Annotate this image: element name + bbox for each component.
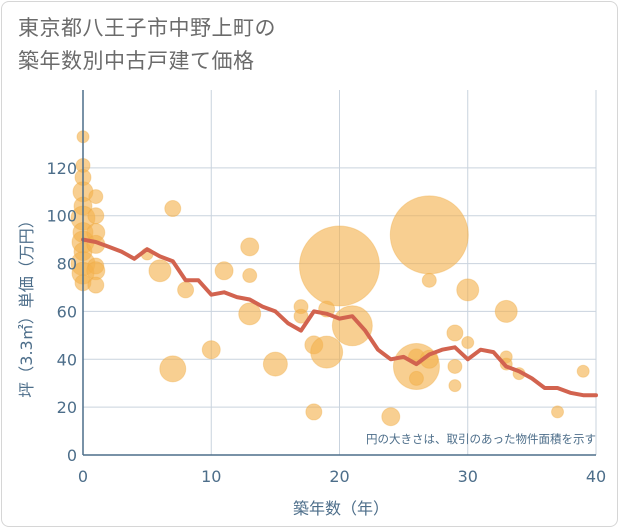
data-bubble (164, 200, 182, 218)
data-bubble (240, 237, 260, 257)
chart-title: 東京都八王子市中野上町の 築年数別中古戸建て価格 (18, 12, 276, 78)
data-bubble (576, 364, 590, 378)
trend-line (81, 237, 598, 398)
data-bubble (456, 278, 480, 302)
data-bubble (238, 302, 262, 326)
data-bubble (305, 403, 323, 421)
data-bubble (293, 308, 309, 324)
x-axis-label: 築年数（年） (293, 499, 389, 518)
y-axis-label: 坪（3.3㎡）単価（万円） (17, 212, 36, 397)
data-bubble (381, 407, 401, 427)
size-annotation: 円の大きさは、取引のあった物件面積を示す (366, 432, 596, 446)
data-bubble (201, 340, 221, 360)
title-line-1: 東京都八王子市中野上町の (18, 16, 276, 40)
x-tick-label: 20 (329, 467, 349, 486)
data-bubble (214, 261, 234, 281)
data-bubble (88, 189, 104, 205)
data-bubble (310, 335, 344, 369)
data-bubble (494, 299, 518, 323)
data-bubble (299, 225, 380, 307)
data-bubble (421, 272, 437, 288)
data-bubble (87, 207, 105, 225)
x-tick-label: 10 (201, 467, 221, 486)
x-tick-label: 30 (458, 467, 478, 486)
x-tick-label: 40 (586, 467, 606, 486)
data-bubble (87, 276, 105, 294)
axes: 0 20 40 60 80 100 120 0 10 20 30 40 (46, 90, 606, 486)
x-tick-label: 0 (78, 467, 88, 486)
y-tick-label: 60 (57, 302, 77, 321)
data-bubble (447, 358, 463, 374)
y-tick-label: 80 (57, 255, 77, 274)
data-bubble (551, 405, 565, 419)
title-line-2: 築年数別中古戸建て価格 (18, 49, 255, 73)
data-bubble (408, 370, 424, 386)
y-tick-label: 0 (67, 446, 77, 465)
y-tick-label: 100 (46, 207, 77, 226)
data-bubble (461, 336, 475, 350)
y-tick-label: 20 (57, 398, 77, 417)
data-bubble (389, 195, 469, 275)
data-bubble (242, 268, 258, 284)
data-bubble (446, 324, 464, 342)
data-bubble (262, 351, 288, 377)
data-bubble (331, 305, 373, 347)
data-bubble (177, 281, 195, 299)
data-bubble (148, 259, 172, 283)
data-bubble (448, 379, 462, 393)
y-tick-label: 40 (57, 350, 77, 369)
y-tick-label: 120 (46, 159, 77, 178)
data-bubble (159, 355, 187, 383)
bubble-series (70, 130, 590, 427)
